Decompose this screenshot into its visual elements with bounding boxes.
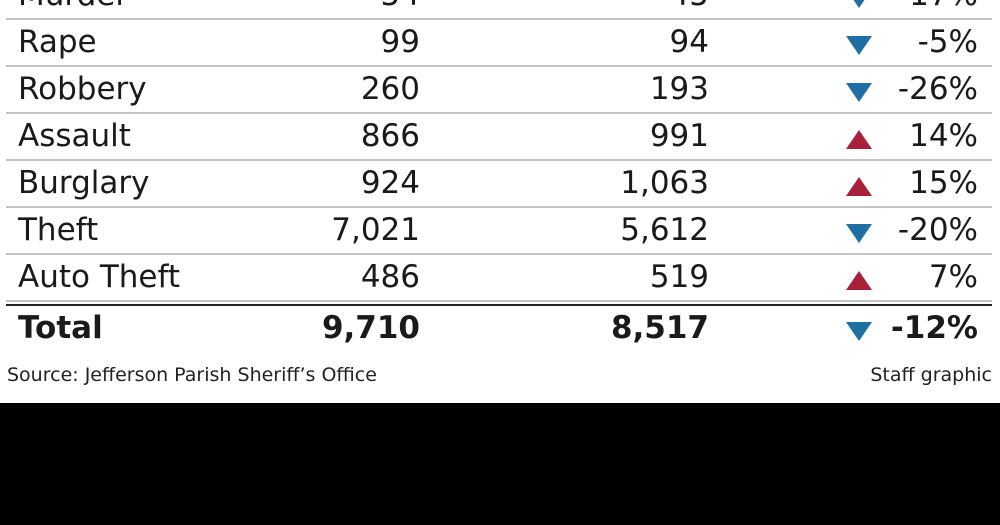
second-value-cell: 193 bbox=[649, 71, 709, 107]
triangle-up-icon bbox=[846, 177, 872, 196]
first-value-cell: 924 bbox=[360, 165, 420, 201]
crime-name-cell: Murder bbox=[18, 0, 128, 18]
crime-name-cell: Theft bbox=[18, 212, 99, 248]
crime-name-cell: Rape bbox=[18, 24, 97, 60]
first-value-cell: 7,021 bbox=[331, 212, 420, 248]
first-value-cell: 99 bbox=[380, 24, 420, 60]
second-value-cell: 8,517 bbox=[610, 310, 709, 346]
crime-name-cell: Robbery bbox=[18, 71, 147, 107]
second-value-cell: 1,063 bbox=[620, 165, 709, 201]
second-value-cell: 45 bbox=[670, 0, 709, 18]
percent-change-cell: 7% bbox=[928, 259, 978, 295]
table-row: Auto Theft 486 519 7% bbox=[6, 255, 992, 302]
crime-name-cell: Assault bbox=[18, 118, 131, 154]
crime-table-graphic: Murder 54 45 -17% Rape 99 94 -5% Robbery 260 193 -2… bbox=[0, 0, 1000, 403]
triangle-down-icon bbox=[846, 83, 872, 102]
triangle-down-icon bbox=[846, 224, 872, 243]
percent-change-cell: -5% bbox=[917, 24, 978, 60]
crime-name-cell: Auto Theft bbox=[18, 259, 181, 295]
first-value-cell: 9,710 bbox=[321, 310, 420, 346]
triangle-up-icon bbox=[846, 130, 872, 149]
second-value-cell: 519 bbox=[649, 259, 709, 295]
black-band bbox=[0, 403, 1000, 525]
table-row: Robbery 260 193 -26% bbox=[6, 67, 992, 114]
triangle-down-icon bbox=[846, 36, 872, 55]
percent-change-cell: 14% bbox=[909, 118, 978, 154]
percent-change-cell: -20% bbox=[897, 212, 978, 248]
table-row: Murder 54 45 -17% bbox=[6, 0, 992, 20]
percent-change-cell: -12% bbox=[890, 310, 978, 346]
percent-change-cell: -26% bbox=[897, 71, 978, 107]
percent-change-cell: 15% bbox=[909, 165, 978, 201]
table-row: Rape 99 94 -5% bbox=[6, 20, 992, 67]
first-value-cell: 866 bbox=[360, 118, 420, 154]
source-note: Source: Jefferson Parish Sheriff’s Offic… bbox=[7, 364, 377, 386]
crime-name-cell: Total bbox=[18, 310, 103, 346]
percent-change-cell: -17% bbox=[898, 0, 978, 18]
credit-note: Staff graphic bbox=[870, 364, 992, 386]
triangle-up-icon bbox=[846, 271, 872, 290]
second-value-cell: 5,612 bbox=[620, 212, 709, 248]
table-row: Burglary 924 1,063 15% bbox=[6, 161, 992, 208]
triangle-down-icon bbox=[846, 0, 872, 8]
first-value-cell: 486 bbox=[360, 259, 420, 295]
crime-name-cell: Burglary bbox=[18, 165, 150, 201]
first-value-cell: 54 bbox=[381, 0, 420, 18]
table-row: Assault 866 991 14% bbox=[6, 114, 992, 161]
second-value-cell: 94 bbox=[669, 24, 709, 60]
second-value-cell: 991 bbox=[649, 118, 709, 154]
table-row: Theft 7,021 5,612 -20% bbox=[6, 208, 992, 255]
triangle-down-icon bbox=[846, 322, 872, 341]
total-row: Total 9,710 8,517 -12% bbox=[6, 304, 992, 351]
first-value-cell: 260 bbox=[360, 71, 420, 107]
